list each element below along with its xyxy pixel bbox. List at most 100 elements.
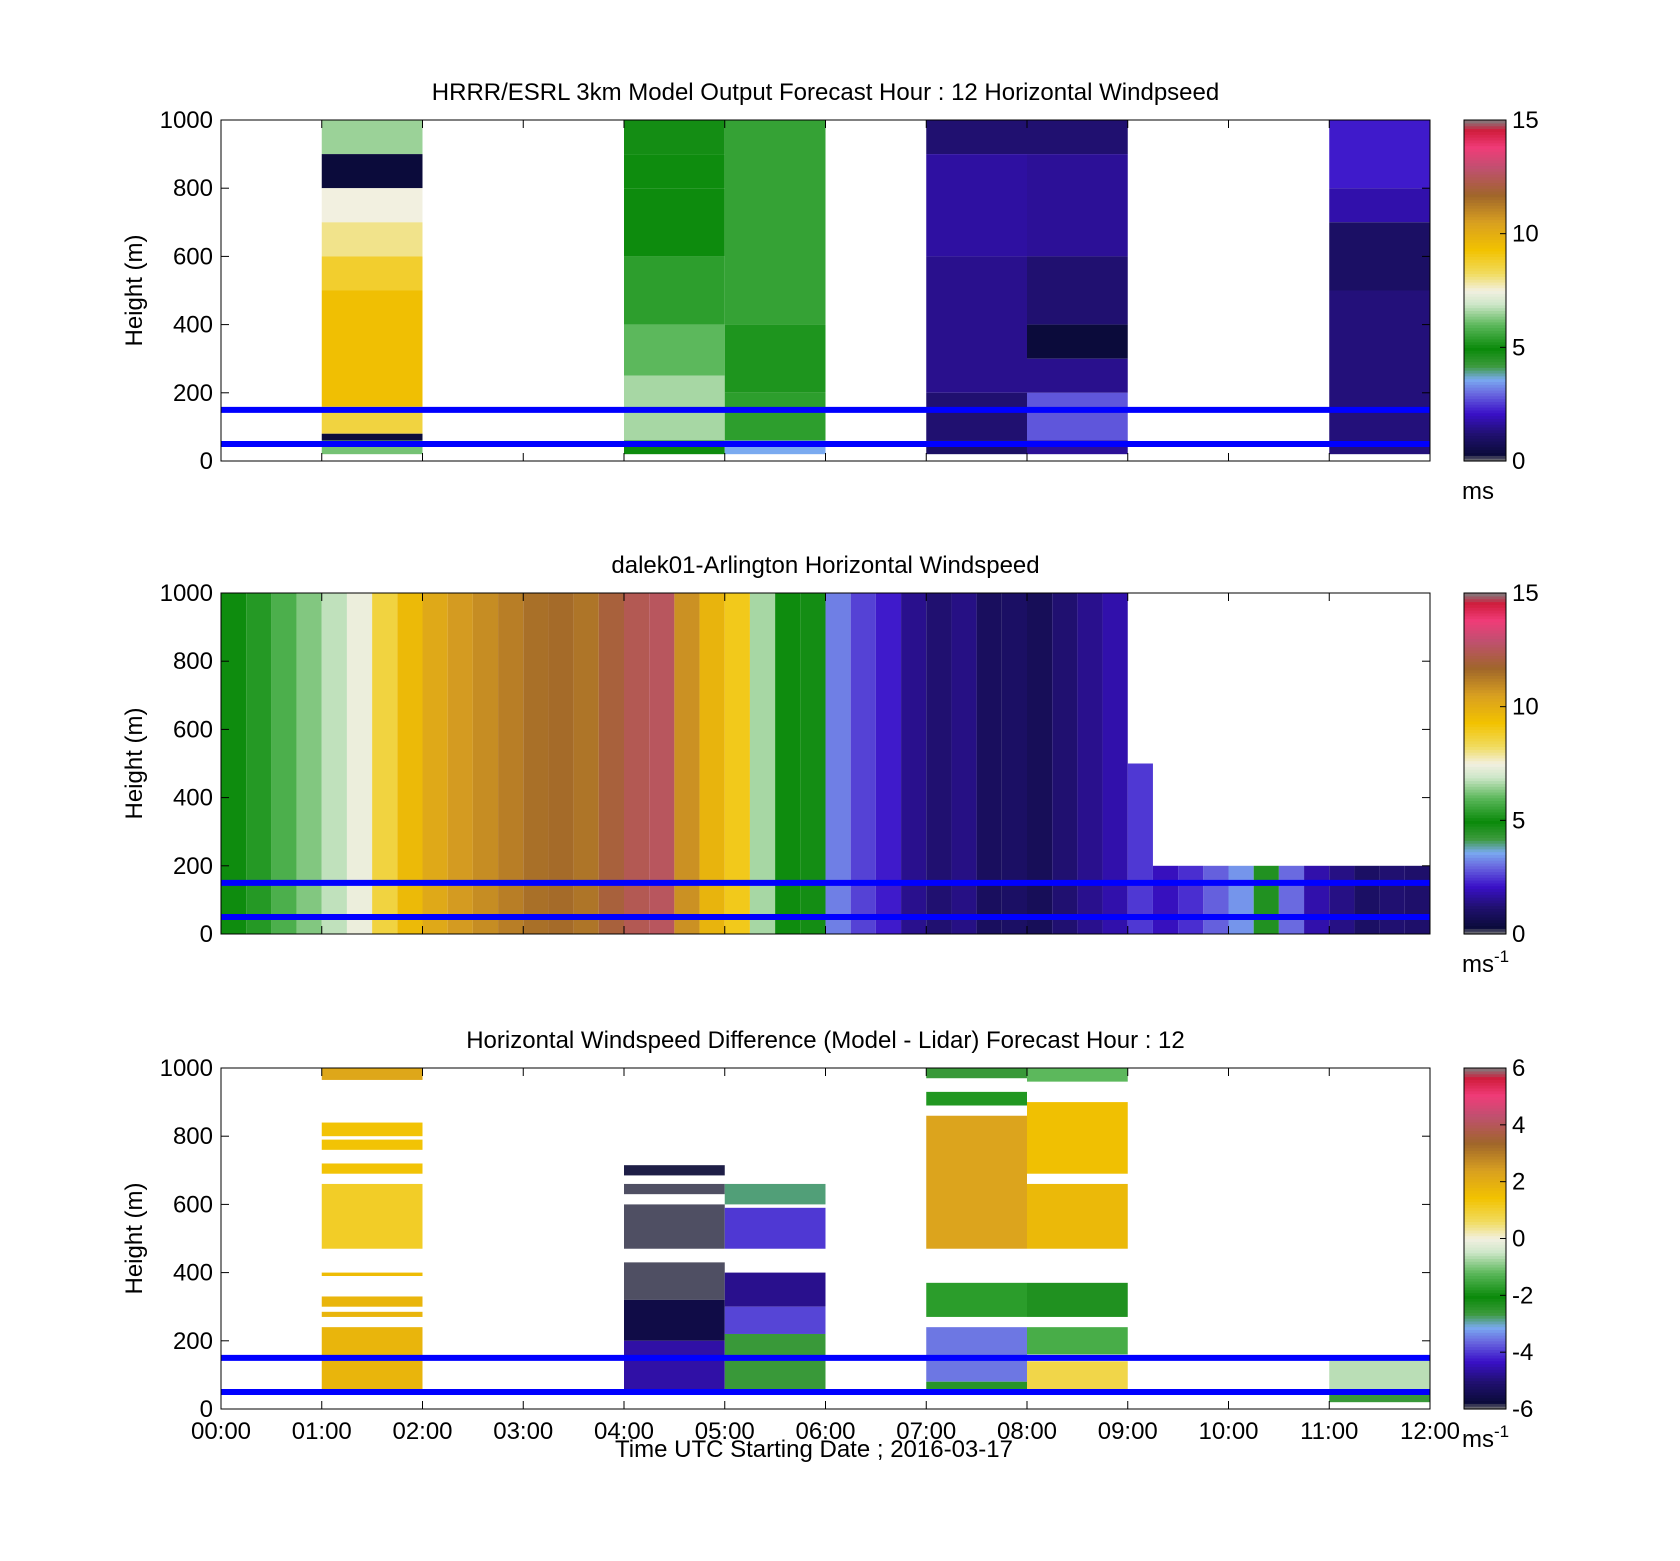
colorbar-frame (1463, 592, 1507, 935)
colorbar-segment (1464, 1156, 1506, 1160)
heatmap-cell (321, 222, 423, 257)
colorbar-segment (1464, 1406, 1506, 1410)
colorbar-segment (1464, 1093, 1506, 1098)
y-tick-label: 600 (173, 1191, 213, 1218)
colorbar-segment (1464, 176, 1506, 181)
colorbar-segment (1464, 843, 1506, 847)
colorbar-segment (1464, 1278, 1506, 1282)
colorbar-segment (1464, 418, 1506, 422)
colorbar-segment (1464, 681, 1506, 685)
colorbar-segment (1464, 692, 1506, 696)
x-tick-label: 10:00 (1198, 1418, 1258, 1445)
colorbar-segment (1464, 179, 1506, 184)
heatmap-cell (724, 1272, 826, 1307)
colorbar-segment (1464, 877, 1506, 881)
heatmap-cell (649, 593, 675, 934)
colorbar-segment (1464, 1264, 1506, 1268)
colorbar-segment (1464, 284, 1506, 289)
colorbar-segment (1464, 874, 1506, 878)
heatmap-cell (1329, 1391, 1430, 1403)
colorbar-segment (1464, 604, 1506, 608)
colorbar-segment (1464, 426, 1506, 431)
colorbar-segment (1464, 826, 1506, 830)
heatmap-cell (624, 188, 725, 257)
colorbar-segment (1464, 1113, 1506, 1117)
heatmap-cell (321, 256, 423, 291)
heatmap-cell (1027, 1282, 1128, 1317)
colorbar-segment (1464, 831, 1506, 836)
colorbar-segment (1464, 1249, 1506, 1254)
y-axis-label: Height (m) (121, 1182, 148, 1294)
y-tick-label: 0 (200, 448, 213, 475)
colorbar-tick-label: 5 (1512, 807, 1525, 834)
colorbar-segment (1464, 256, 1506, 260)
heatmap-cell (1027, 1183, 1128, 1249)
colorbar-tick-label: 10 (1512, 221, 1539, 248)
colorbar-segment (1464, 327, 1506, 331)
colorbar-segment (1464, 706, 1506, 711)
heatmap-cell (1354, 865, 1380, 934)
colorbar-segment (1464, 683, 1506, 688)
y-tick-label: 1000 (160, 1055, 213, 1082)
heatmap-cell (901, 593, 927, 934)
colorbar-segment (1464, 646, 1506, 651)
colorbar-segment (1464, 686, 1506, 691)
colorbar-segment (1464, 230, 1506, 235)
heatmap-cell (346, 593, 373, 934)
colorbar-segment (1464, 443, 1506, 448)
colorbar-segment (1464, 885, 1506, 890)
colorbar-segment (1464, 1332, 1506, 1336)
colorbar-segment (1464, 279, 1506, 283)
heatmap-cell (624, 154, 725, 189)
colorbar-segment (1464, 1400, 1506, 1404)
colorbar-segment (1464, 919, 1506, 924)
heatmap-cell (1027, 1361, 1128, 1392)
heatmap-cell (271, 593, 297, 934)
colorbar-segment (1464, 122, 1506, 127)
colorbar-segment (1464, 593, 1506, 597)
heatmap-cell (926, 1327, 1027, 1382)
heatmap-cell (321, 1122, 423, 1137)
heatmap-cell (598, 593, 624, 934)
colorbar-segment (1464, 922, 1506, 927)
colorbar-segment (1464, 786, 1506, 790)
heatmap-cell (926, 593, 952, 934)
colorbar-segment (1464, 1357, 1506, 1362)
colorbar-segment (1464, 330, 1506, 334)
colorbar-segment (1464, 880, 1506, 884)
heatmap-cell (624, 1262, 725, 1300)
panel-title: Horizontal Windspeed Difference (Model -… (466, 1027, 1185, 1054)
y-tick-label: 1000 (160, 107, 213, 134)
colorbar-frame (1463, 119, 1507, 462)
heatmap-cell (397, 593, 423, 934)
heatmap-cell (1027, 1327, 1128, 1355)
colorbar-segment (1464, 270, 1506, 275)
colorbar-segment (1464, 1116, 1506, 1120)
colorbar-segment (1464, 139, 1506, 144)
colorbar-unit: ms-1 (1462, 947, 1509, 978)
heatmap-cell (321, 1272, 423, 1277)
colorbar-segment (1464, 811, 1506, 816)
colorbar-segment (1464, 1352, 1506, 1356)
colorbar-segment (1464, 1195, 1506, 1200)
colorbar-segment (1464, 627, 1506, 631)
colorbar-segment (1464, 1215, 1506, 1220)
heatmap-cell (321, 120, 423, 155)
colorbar-segment (1464, 424, 1506, 428)
colorbar-segment (1464, 610, 1506, 614)
x-tick-label: 11:00 (1300, 1418, 1358, 1445)
heatmap-cell (321, 1183, 423, 1249)
colorbar-segment (1464, 1136, 1506, 1140)
heatmap-cell (624, 1183, 725, 1195)
colorbar-segment (1464, 182, 1506, 186)
colorbar-segment (1464, 754, 1506, 759)
heatmap-cell (699, 593, 725, 934)
x-tick-label: 05:00 (695, 1418, 755, 1445)
colorbar-segment (1464, 1272, 1506, 1277)
colorbar-segment (1464, 740, 1506, 745)
colorbar-segment (1464, 1124, 1506, 1129)
colorbar-segment (1464, 290, 1506, 294)
heatmap-cell (321, 188, 423, 223)
heatmap-cell (321, 290, 423, 407)
colorbar-segment (1464, 837, 1506, 841)
